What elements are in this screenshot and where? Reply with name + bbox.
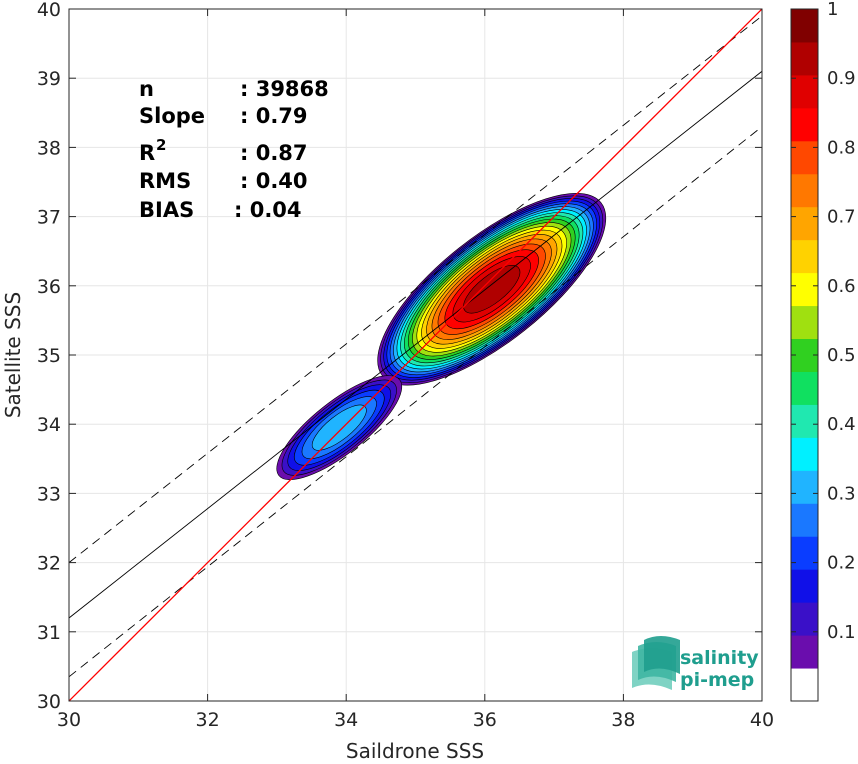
stat-rms-value: : 0.40	[240, 169, 308, 193]
stat-rms-label: RMS	[139, 169, 191, 193]
stat-r2-value: : 0.87	[240, 141, 308, 165]
colorbar-segment	[791, 9, 818, 43]
identity-line	[69, 9, 762, 701]
x-axis-label: Saildrone SSS	[346, 739, 484, 763]
lower-bound-line	[69, 126, 762, 678]
stat-r2-label: R	[139, 141, 155, 165]
colorbar-tick-label: 0.5	[827, 345, 856, 366]
salinity-pi-mep-logo: salinity pi-mep	[632, 636, 759, 691]
colorbar-tick-label: 0.8	[827, 137, 856, 158]
colorbar-segment	[791, 503, 818, 537]
stat-slope-label: Slope	[139, 104, 205, 128]
colorbar-segment	[791, 140, 818, 175]
density-contours	[276, 193, 607, 481]
x-tick-label: 40	[750, 709, 774, 731]
colorbar-segment	[791, 371, 818, 405]
colorbar-segment	[791, 437, 818, 471]
y-tick-label: 32	[37, 553, 61, 575]
y-tick-label: 30	[37, 691, 61, 713]
colorbar-tick-label: 0.9	[827, 68, 856, 89]
axis-ticks: 30 32 34 36 38 40 30 31 32 33 34 35 36 37 38 39 40	[37, 0, 774, 731]
colorbar-segment	[791, 668, 818, 702]
y-tick-label: 39	[37, 68, 61, 90]
stat-bias-value: : 0.04	[234, 198, 302, 222]
colorbar-segment	[791, 41, 818, 76]
x-tick-label: 32	[196, 709, 220, 731]
colorbar-tick-label: 0.1	[827, 622, 856, 643]
stat-slope-value: : 0.79	[240, 104, 308, 128]
logo-wave-icon	[632, 636, 680, 690]
regression-line	[69, 70, 762, 619]
y-axis-label: Satellite SSS	[1, 292, 25, 418]
stat-bias-label: BIAS	[139, 198, 194, 222]
colorbar-segment	[791, 569, 818, 603]
y-tick-label: 35	[37, 345, 61, 367]
colorbar-tick-label: 1	[827, 0, 838, 20]
colorbar-tick-label: 0.3	[827, 483, 856, 504]
stats-annotation: n : 39868 Slope : 0.79 R 2 : 0.87 RMS : …	[139, 77, 329, 222]
secondary-cluster-contour	[311, 404, 367, 451]
colorbar-segment	[791, 173, 818, 208]
colorbar-segment	[791, 74, 818, 109]
colorbar-segment	[791, 404, 818, 438]
y-tick-label: 40	[37, 0, 61, 21]
colorbar-segment	[791, 272, 818, 307]
x-tick-label: 30	[57, 709, 81, 731]
colorbar-segment	[791, 107, 818, 142]
main-cluster-contour	[463, 265, 521, 314]
colorbar-segment	[791, 239, 818, 274]
x-tick-label: 38	[611, 709, 635, 731]
fit-lines	[69, 9, 762, 701]
colorbar-segment	[791, 470, 818, 504]
x-tick-label: 34	[334, 709, 358, 731]
colorbar-segment	[791, 305, 818, 340]
colorbar-tick-label: 0.7	[827, 207, 856, 228]
colorbar-tick-label: 0.4	[827, 414, 856, 435]
colorbar-tick-label: 0.6	[827, 276, 856, 297]
logo-line1: salinity	[680, 647, 759, 669]
y-tick-label: 37	[37, 207, 61, 229]
colorbar-tick-label: 0.2	[827, 553, 856, 574]
stat-n-value: : 39868	[240, 77, 329, 101]
stat-r2-sup: 2	[156, 136, 166, 154]
y-tick-label: 38	[37, 137, 61, 159]
y-tick-label: 33	[37, 483, 61, 505]
y-tick-label: 31	[37, 622, 61, 644]
logo-line2: pi-mep	[680, 669, 754, 691]
colorbar-segment	[791, 602, 818, 636]
y-tick-label: 36	[37, 276, 61, 298]
colorbar-segment	[791, 536, 818, 570]
stat-n-label: n	[139, 77, 154, 101]
colorbar: 0.1 0.2 0.3 0.4 0.5 0.6 0.7 0.8 0.9 1	[790, 0, 856, 702]
upper-bound-line	[69, 15, 762, 563]
colorbar-segment	[791, 635, 818, 669]
y-tick-label: 34	[37, 414, 61, 436]
x-tick-label: 36	[473, 709, 497, 731]
colorbar-segment	[791, 206, 818, 241]
